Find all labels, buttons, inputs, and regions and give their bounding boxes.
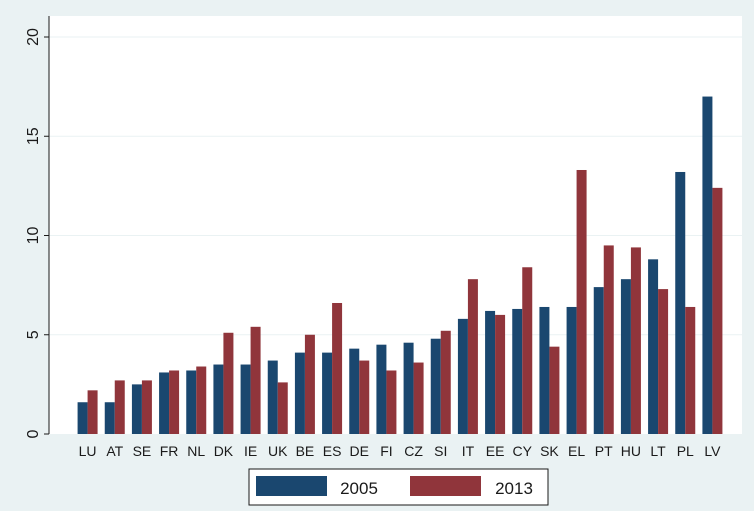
bar-2005-LU xyxy=(77,402,88,434)
x-tick-label: LT xyxy=(650,443,666,459)
x-axis-labels: LU AT SE FR NL DK IE UK BE ES DE FI CZ SI IT EE CY SK EL PT… xyxy=(79,443,721,459)
bar-2013-PL xyxy=(685,306,696,434)
x-tick-label: AT xyxy=(106,443,123,459)
y-axis: 0 5 10 15 20 xyxy=(25,16,50,438)
x-tick-label: SK xyxy=(540,443,559,459)
bar-2005-EE xyxy=(485,310,496,434)
bar-2013-FI xyxy=(386,370,397,434)
bar-2005-UK xyxy=(267,360,278,434)
legend-swatch-2005 xyxy=(256,476,327,496)
bar-2005-FR xyxy=(159,372,170,434)
x-tick-label: LV xyxy=(704,443,721,459)
bar-2005-NL xyxy=(186,370,197,434)
bar-2005-BE xyxy=(294,352,305,434)
x-tick-label: NL xyxy=(187,443,205,459)
x-tick-label: ES xyxy=(323,443,342,459)
bar-2013-EE xyxy=(495,314,506,434)
bar-2013-IE xyxy=(250,326,261,434)
bar-2013-NL xyxy=(196,366,207,434)
bar-2013-AT xyxy=(114,380,125,434)
bar-2005-SI xyxy=(430,338,441,434)
bar-2013-CY xyxy=(522,267,533,434)
x-tick-label: FR xyxy=(160,443,179,459)
y-tick-label: 15 xyxy=(25,127,42,145)
bar-2005-AT xyxy=(104,402,115,434)
bar-2005-IE xyxy=(240,364,251,434)
bar-2013-DE xyxy=(359,360,370,434)
bar-2005-SK xyxy=(539,306,550,434)
bar-2005-SE xyxy=(131,384,142,434)
bar-2005-LT xyxy=(648,259,659,434)
x-tick-label: BE xyxy=(296,443,315,459)
bar-2013-CZ xyxy=(413,362,424,434)
x-tick-label: IE xyxy=(244,443,257,459)
x-tick-label: IT xyxy=(462,443,475,459)
bar-2005-LV xyxy=(702,96,713,435)
bars xyxy=(77,96,723,435)
legend-label-2005: 2005 xyxy=(340,479,378,498)
bar-2013-DK xyxy=(223,332,234,434)
x-tick-label: DK xyxy=(214,443,234,459)
bar-2013-LU xyxy=(87,390,98,434)
bar-2005-IT xyxy=(457,318,468,434)
bar-2013-LV xyxy=(712,187,723,434)
bar-2013-SI xyxy=(440,330,451,434)
x-tick-label: EE xyxy=(486,443,505,459)
legend-label-2013: 2013 xyxy=(495,479,533,498)
bar-2005-CZ xyxy=(403,342,414,434)
y-tick-label: 10 xyxy=(25,227,42,245)
bar-2005-FI xyxy=(376,344,387,434)
x-tick-label: UK xyxy=(268,443,288,459)
x-tick-label: SI xyxy=(434,443,447,459)
y-tick-label: 5 xyxy=(25,330,42,339)
bar-2005-DK xyxy=(213,364,224,434)
bar-2005-DE xyxy=(349,348,360,434)
x-tick-label: CZ xyxy=(404,443,423,459)
x-tick-label: PL xyxy=(677,443,694,459)
x-tick-label: SE xyxy=(133,443,152,459)
x-tick-label: CY xyxy=(513,443,533,459)
x-tick-label: HU xyxy=(621,443,641,459)
bar-2013-EL xyxy=(576,169,587,434)
bar-2013-UK xyxy=(277,382,288,434)
x-tick-label: FI xyxy=(380,443,392,459)
bar-2005-PL xyxy=(675,171,686,435)
x-tick-label: LU xyxy=(79,443,97,459)
x-tick-label: PT xyxy=(595,443,613,459)
bar-2013-PT xyxy=(603,245,614,434)
bar-2013-SK xyxy=(549,346,560,434)
bar-2013-ES xyxy=(332,302,343,434)
bar-2013-BE xyxy=(304,334,315,434)
legend: 2005 2013 xyxy=(248,468,549,506)
bar-2013-FR xyxy=(169,370,180,434)
bar-2013-LT xyxy=(658,289,669,434)
bar-2005-ES xyxy=(322,352,333,434)
x-tick-label: DE xyxy=(350,443,369,459)
y-tick-label: 0 xyxy=(25,429,42,438)
legend-swatch-2013 xyxy=(410,476,481,496)
bar-2005-HU xyxy=(620,279,631,434)
bar-2005-EL xyxy=(566,306,577,434)
bar-2005-CY xyxy=(512,308,523,434)
bar-2013-HU xyxy=(630,247,641,434)
bar-2005-PT xyxy=(593,287,604,434)
y-tick-label: 20 xyxy=(25,28,42,46)
x-tick-label: EL xyxy=(568,443,585,459)
bar-2013-SE xyxy=(141,380,152,434)
bar-2013-IT xyxy=(467,279,478,434)
